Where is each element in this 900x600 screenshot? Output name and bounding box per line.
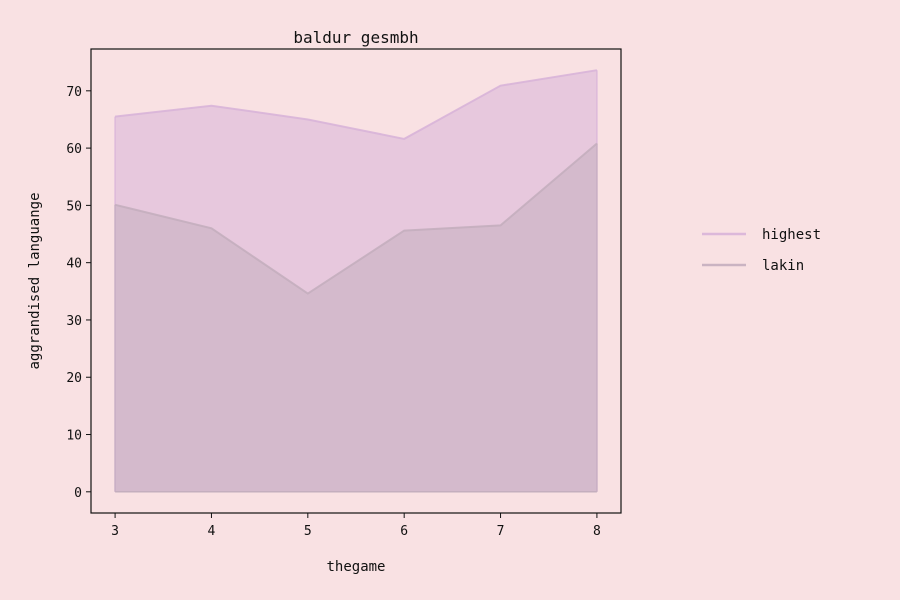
line-lakin	[114, 142, 598, 295]
x-tick-label: 8	[593, 524, 601, 539]
plot-frame	[90, 48, 622, 514]
legend: highest lakin	[702, 227, 821, 274]
y-tick-label: 10	[66, 429, 82, 444]
legend-label-highest: highest	[762, 227, 821, 243]
y-tick-label: 40	[66, 257, 82, 272]
line-highest	[114, 69, 598, 140]
y-tick-label: 60	[66, 142, 82, 157]
x-tick-label: 6	[400, 524, 408, 539]
x-tick-label: 3	[111, 524, 119, 539]
chart-title: baldur gesmbh	[293, 28, 418, 47]
x-tick-label: 7	[497, 524, 505, 539]
x-axis-title: thegame	[326, 559, 385, 575]
legend-label-lakin: lakin	[762, 258, 804, 274]
y-tick-label: 20	[66, 371, 82, 386]
y-tick-label: 30	[66, 314, 82, 329]
x-axis: 3 4 5 6 7 8	[111, 513, 601, 539]
y-axis-title: aggrandised languange	[27, 192, 43, 369]
x-tick-label: 4	[208, 524, 216, 539]
x-tick-label: 5	[304, 524, 312, 539]
plot-areas	[114, 69, 598, 493]
area-lakin	[115, 143, 597, 492]
y-tick-label: 0	[74, 486, 82, 501]
y-tick-label: 50	[66, 199, 82, 214]
y-tick-label: 70	[66, 85, 82, 100]
y-axis: 0 10 20 30 40 50 60 70	[66, 85, 91, 501]
